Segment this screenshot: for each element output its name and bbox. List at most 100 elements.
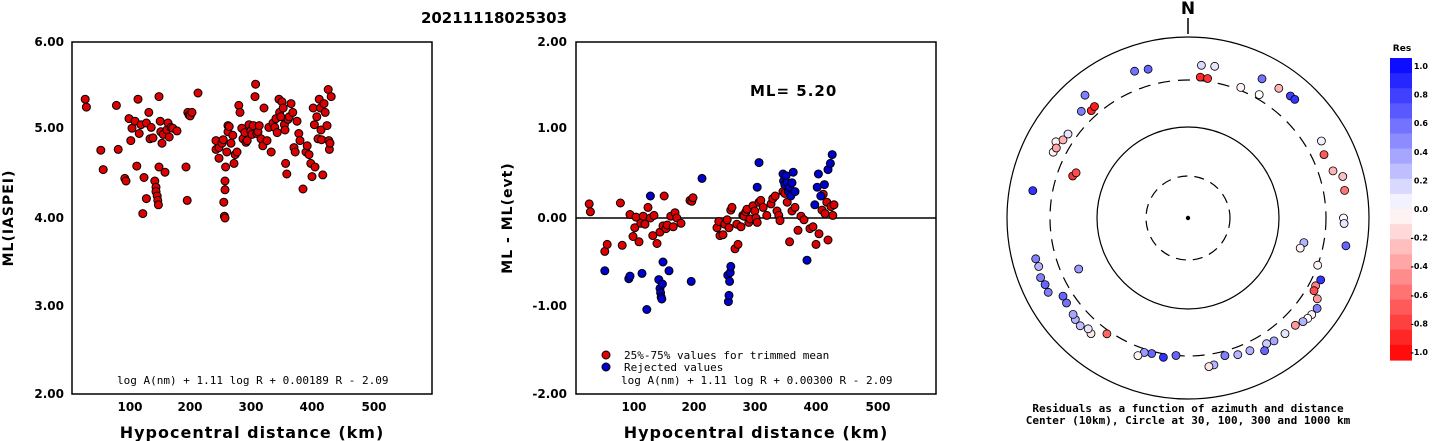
rejected-point [802, 255, 812, 265]
rejected-point [810, 200, 820, 210]
colorbar-tick-label: 0.0 [1414, 205, 1429, 214]
rejected-point [645, 191, 655, 201]
middle-ytick-label: 1.00 [537, 121, 567, 135]
station-residual-point [1290, 95, 1300, 104]
rejected-point [725, 276, 735, 286]
data-point [228, 130, 238, 140]
left-ytick-label: 4.00 [34, 211, 64, 225]
station-residual-point [1040, 280, 1050, 290]
data-point [235, 107, 245, 117]
polar-caption-line1: Residuals as a function of azimuth and d… [1032, 402, 1344, 415]
data-point [232, 147, 242, 157]
data-point [113, 144, 123, 154]
data-point [155, 116, 165, 126]
data-point [193, 88, 203, 98]
middle-y-axis-label: ML - ML(evt) [500, 162, 516, 273]
colorbar-tick-label: -0.8 [1411, 319, 1429, 328]
rejected-point [697, 173, 707, 183]
data-point [718, 230, 728, 240]
station-residual-point [1328, 166, 1338, 176]
station-residual-point [1130, 66, 1139, 76]
data-point [762, 210, 772, 220]
station-residual-point [1220, 351, 1230, 361]
station-residual-point [1075, 321, 1085, 331]
station-residual-point [1236, 83, 1246, 92]
data-point [280, 125, 290, 135]
middle-chart: -2.00 -1.00 0.00 1.00 2.00 100 200 300 4… [500, 35, 937, 441]
legend-red-label: 25%-75% values for trimmed mean [624, 349, 829, 362]
station-residual-point [1339, 219, 1349, 228]
data-point [811, 239, 821, 249]
station-residual-point [1068, 309, 1078, 319]
station-residual-point [1338, 172, 1348, 181]
station-residual-point [1159, 352, 1168, 362]
data-point [676, 218, 686, 228]
station-residual-point [1319, 150, 1329, 160]
station-residual-point [1340, 185, 1349, 195]
colorbar-cell [1390, 284, 1412, 301]
colorbar-title: Res [1393, 44, 1411, 54]
station-residual-point [1062, 298, 1071, 308]
rejected-point [754, 158, 764, 168]
figure-title: 20211118025303 [421, 9, 567, 27]
data-point [322, 121, 332, 131]
middle-xtick-label: 200 [681, 400, 706, 414]
data-point [220, 213, 230, 223]
data-point [121, 176, 131, 186]
rejected-point [816, 191, 826, 201]
data-point [640, 219, 650, 229]
data-point [814, 229, 824, 239]
colorbar-tick-label: 0.4 [1414, 148, 1429, 157]
data-point [154, 162, 164, 172]
data-point [229, 158, 239, 168]
left-chart: 2.00 3.00 4.00 5.00 6.00 100 200 300 400… [1, 35, 433, 441]
colorbar-tick-label: -0.4 [1411, 262, 1429, 271]
middle-x-axis-label: Hypocentral distance (km) [624, 423, 889, 441]
station-residual-point [1171, 351, 1181, 360]
data-point [659, 191, 669, 201]
data-point [242, 136, 252, 146]
colorbar-cell [1390, 193, 1412, 210]
data-point [146, 122, 156, 132]
colorbar-ticks: 1.0 0.8 0.6 0.4 0.2 0.0 -0.2 -0.4 -0.6 -0.8 -1.0 [1411, 62, 1429, 357]
station-residual-point [1195, 72, 1205, 82]
data-point [736, 222, 746, 232]
station-residual-point [1298, 317, 1308, 327]
polar-caption-line2: Center (10km), Circle at 30, 100, 300 an… [1026, 414, 1351, 427]
colorbar-cells [1390, 58, 1412, 361]
rejected-point [657, 279, 667, 289]
data-point [278, 103, 288, 113]
rejected-point [724, 290, 734, 300]
station-residual-point [1058, 291, 1068, 301]
data-point [652, 239, 662, 248]
data-point [638, 211, 648, 221]
data-point [222, 147, 232, 157]
polar-points [1028, 60, 1351, 372]
data-point [139, 173, 149, 182]
station-residual-point [1076, 106, 1086, 116]
data-point [111, 100, 121, 110]
data-point [727, 202, 737, 212]
data-point [182, 195, 192, 205]
colorbar-cell [1390, 163, 1412, 180]
data-point [585, 207, 595, 217]
rejected-point [686, 276, 696, 286]
station-residual-point [1341, 241, 1351, 251]
data-point [722, 215, 732, 225]
left-points [80, 79, 336, 223]
data-point [218, 135, 228, 145]
station-residual-point [1204, 362, 1214, 372]
rejected-point [819, 180, 829, 190]
data-point [272, 128, 282, 138]
data-point [98, 165, 108, 175]
rejected-point [642, 305, 652, 314]
colorbar-cell [1390, 73, 1412, 89]
data-point [318, 170, 328, 180]
data-point [80, 94, 90, 104]
data-point [251, 79, 261, 89]
data-point [224, 122, 234, 131]
legend-red-marker [601, 350, 611, 360]
ml-annotation: ML= 5.20 [750, 82, 837, 100]
colorbar-cell [1390, 58, 1412, 74]
north-label: N [1181, 0, 1195, 19]
